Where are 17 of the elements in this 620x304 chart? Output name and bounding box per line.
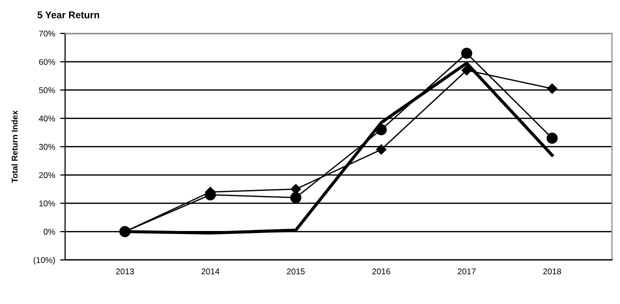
y-tick-label: 20% bbox=[39, 172, 56, 178]
y-tick-label: (10%) bbox=[34, 256, 55, 265]
x-tick-label: 2016 bbox=[372, 268, 390, 274]
x-tick-label: 2018 bbox=[543, 268, 562, 274]
y-axis-title: Total Return Index bbox=[11, 110, 18, 183]
x-tick-label: 2015 bbox=[286, 268, 305, 274]
x-tick-label: 2013 bbox=[116, 268, 134, 274]
y-tick-label: 0% bbox=[44, 228, 56, 235]
chart-title: 5 Year Return bbox=[38, 12, 100, 18]
y-tick-label: 30% bbox=[39, 144, 56, 150]
x-tick-label: 2014 bbox=[202, 268, 220, 274]
y-tick-label: 60% bbox=[39, 58, 56, 65]
y-tick-label: 10% bbox=[39, 200, 56, 206]
y-tick-label: 70% bbox=[39, 30, 56, 37]
y-tick-label: 50% bbox=[39, 87, 56, 94]
x-tick-label: 2017 bbox=[458, 268, 476, 274]
y-tick-label: 40% bbox=[38, 116, 56, 122]
